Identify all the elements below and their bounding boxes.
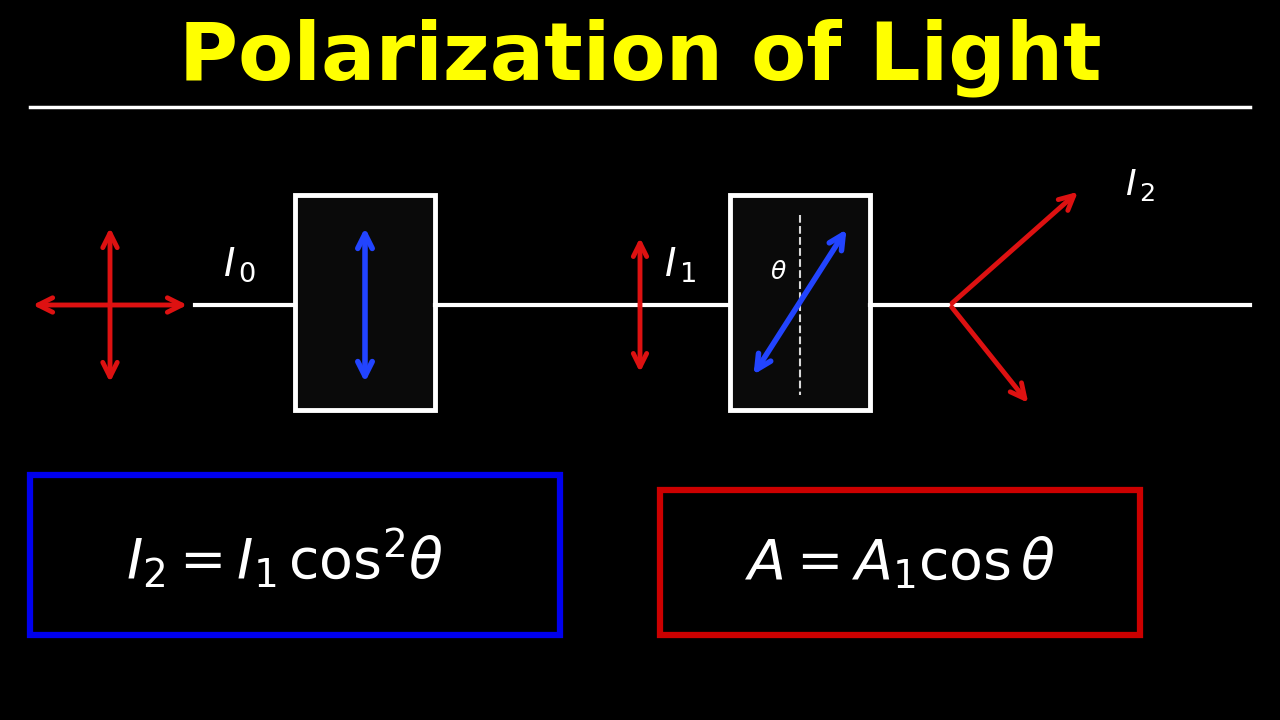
Bar <box>660 490 1140 635</box>
Text: $\theta$: $\theta$ <box>769 261 786 284</box>
Text: $A = A_1\cos\theta$: $A = A_1\cos\theta$ <box>745 536 1055 590</box>
Bar <box>730 195 870 410</box>
Text: $I_{\,1}$: $I_{\,1}$ <box>663 246 696 284</box>
Text: $I_{\,2}$: $I_{\,2}$ <box>1125 167 1155 203</box>
Bar <box>29 475 561 635</box>
Bar <box>294 195 435 410</box>
Text: $I_2 = I_1\,\cos^2\!\theta$: $I_2 = I_1\,\cos^2\!\theta$ <box>127 526 444 590</box>
Text: $I_{\,0}$: $I_{\,0}$ <box>223 246 257 284</box>
Text: Polarization of Light: Polarization of Light <box>179 19 1101 97</box>
